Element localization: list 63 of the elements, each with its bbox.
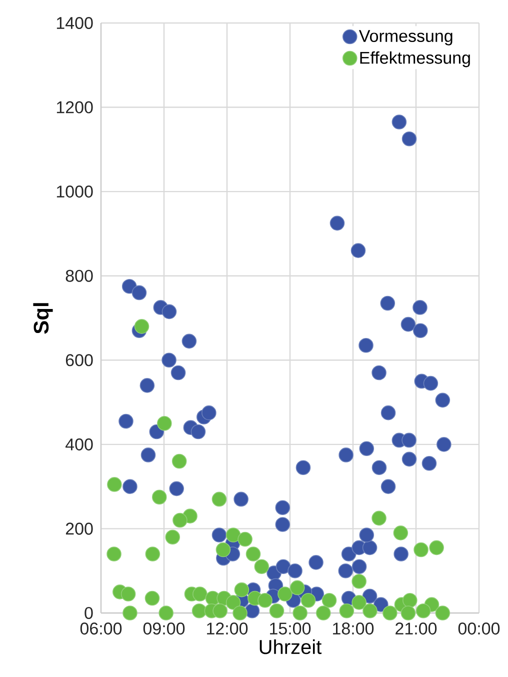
- point: [158, 606, 174, 620]
- point: [120, 586, 136, 602]
- point: [429, 540, 444, 556]
- y-tick-label: 1000: [56, 186, 93, 198]
- y-axis-title: Sql: [33, 303, 53, 334]
- point: [339, 603, 354, 618]
- point: [238, 532, 252, 547]
- point: [192, 603, 207, 618]
- point: [269, 603, 284, 618]
- point: [372, 510, 386, 526]
- point: [144, 590, 160, 606]
- point: [192, 586, 208, 602]
- point: [234, 582, 250, 598]
- x-tick-label: 15:00: [270, 622, 311, 635]
- point: [352, 574, 366, 589]
- x-tick-label: 18:00: [333, 622, 374, 635]
- point: [435, 606, 450, 620]
- y-tick-label: 1200: [56, 101, 93, 114]
- x-tick-label: 12:00: [207, 622, 248, 635]
- y-tick-label: 600: [66, 354, 93, 366]
- point: [165, 530, 180, 545]
- point: [400, 606, 416, 620]
- point: [226, 595, 241, 610]
- point: [134, 319, 150, 334]
- point: [416, 603, 431, 618]
- legend-label: Vormessung: [358, 30, 452, 46]
- y-tick-label: 200: [66, 522, 93, 535]
- point: [172, 512, 188, 528]
- point: [316, 606, 331, 620]
- point: [122, 606, 138, 620]
- point: [290, 580, 305, 596]
- point: [106, 546, 122, 562]
- x-tick-label: 21:00: [396, 622, 437, 635]
- point: [145, 546, 160, 562]
- point: [254, 559, 270, 574]
- point: [362, 603, 378, 618]
- point: [300, 592, 316, 608]
- point: [414, 542, 428, 558]
- point: [232, 606, 248, 620]
- y-tick-label: 800: [66, 270, 93, 282]
- point: [393, 526, 408, 540]
- point: [212, 603, 228, 618]
- point: [157, 416, 172, 431]
- point: [246, 546, 261, 562]
- point: [402, 592, 418, 608]
- x-tick-label: 09:00: [143, 622, 185, 635]
- y-tick-label: 1400: [56, 16, 93, 30]
- x-tick-label: 00:00: [458, 622, 500, 635]
- point: [322, 592, 337, 608]
- point: [382, 606, 398, 620]
- point: [352, 595, 366, 610]
- point: [278, 586, 292, 602]
- x-axis-title: Uhrzeit: [260, 639, 322, 654]
- point: [107, 477, 122, 492]
- x-tick-label: 06:00: [80, 622, 122, 635]
- y-tick-label: 400: [65, 438, 93, 450]
- point: [152, 490, 167, 504]
- point: [212, 492, 227, 507]
- point: [172, 454, 187, 469]
- y-tick-label: 0: [84, 606, 93, 620]
- point: [226, 528, 241, 542]
- point: [292, 606, 308, 620]
- legend-label: Effektmessung: [360, 51, 470, 68]
